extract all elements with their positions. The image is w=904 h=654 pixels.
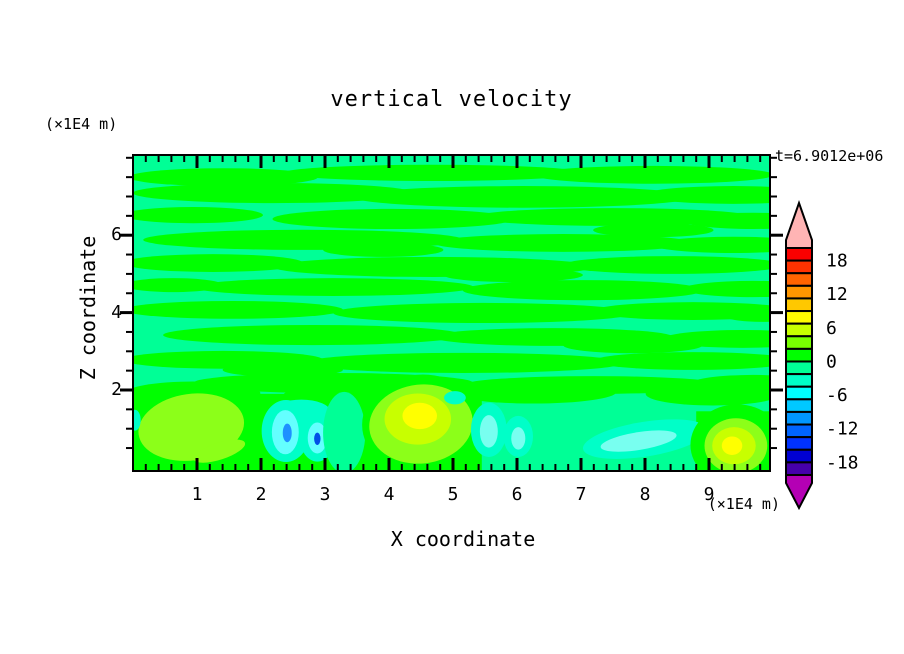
x-tick-label: 9 (703, 484, 715, 505)
x-tick-label: 5 (447, 484, 459, 505)
x-tick-label: 4 (383, 484, 395, 505)
x-axis-title: X coordinate (390, 527, 536, 551)
z-tick-label: 2 (111, 379, 122, 400)
colorbar-tick-label: -6 (826, 385, 848, 406)
colorbar: 18 12 6 0 -6 -12 -18 (785, 199, 859, 511)
x-tick-label: 2 (255, 484, 267, 505)
z-tick-label: 6 (111, 224, 122, 246)
colorbar-tick-label: 0 (826, 351, 837, 372)
chart-title: vertical velocity (330, 87, 573, 112)
x-tick-label: 6 (511, 484, 523, 505)
x-axis-units-label: (×1E4 m) (707, 495, 780, 513)
colorbar-tick-label: 6 (826, 318, 837, 339)
colorbar-tick-label: -12 (826, 419, 859, 440)
x-tick-label: 3 (319, 484, 331, 505)
colorbar-tick-label: -18 (826, 452, 859, 473)
colorbar-tick-label: 18 (826, 251, 848, 272)
x-tick-label: 8 (639, 484, 651, 505)
z-axis-units-label: (×1E4 m) (45, 115, 118, 133)
x-tick-label: 7 (575, 484, 587, 505)
x-tick-label: 1 (191, 484, 203, 505)
colorbar-tick-label: 12 (826, 284, 848, 305)
time-annotation: t=6.9012e+06 (775, 147, 884, 165)
z-tick-label: 4 (111, 301, 122, 323)
plot-area (120, 154, 783, 472)
